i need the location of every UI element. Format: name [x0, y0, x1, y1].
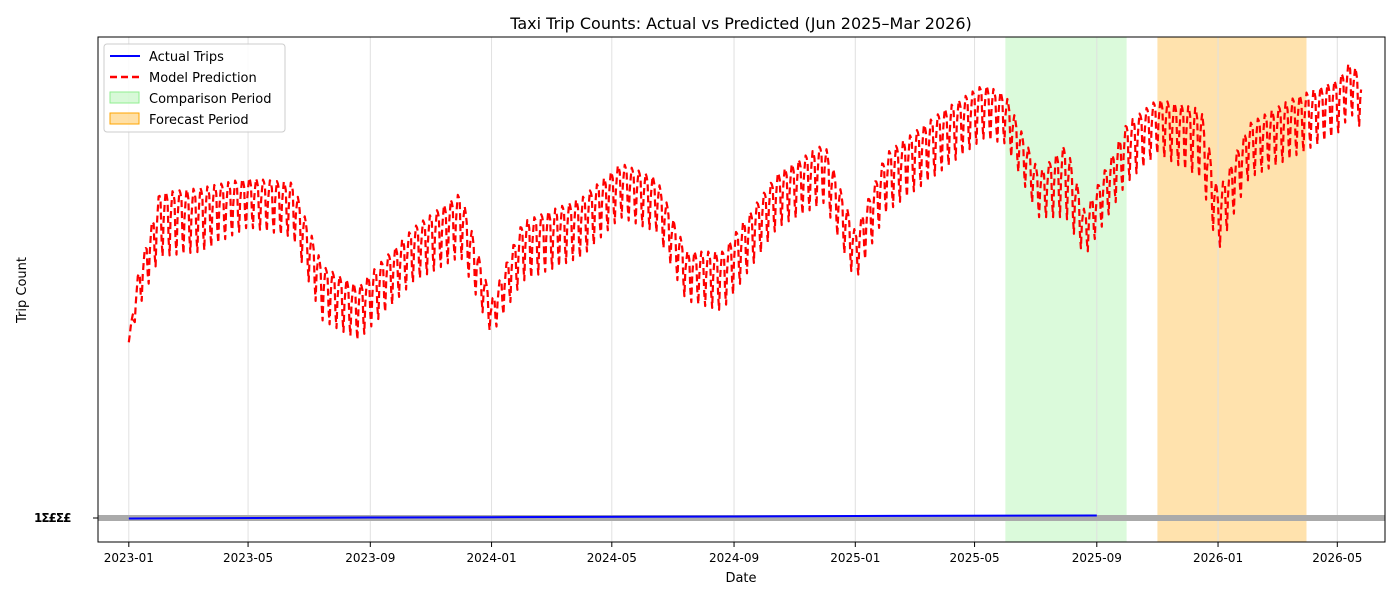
- x-tick-label-2026-05: 2026-05: [1312, 551, 1362, 565]
- plot-area: [98, 37, 1385, 542]
- x-tick-label-2025-05: 2025-05: [949, 551, 999, 565]
- y-axis-label: Trip Count: [15, 257, 30, 324]
- x-tick-label-2025-09: 2025-09: [1072, 551, 1122, 565]
- legend-actual-label: Actual Trips: [149, 50, 224, 65]
- x-tick-label-2024-01: 2024-01: [466, 551, 516, 565]
- legend-prediction-label: Model Prediction: [149, 71, 257, 86]
- chart-title: Taxi Trip Counts: Actual vs Predicted (J…: [509, 14, 972, 33]
- legend-forecast-swatch: [109, 112, 140, 125]
- x-tick-label-2023-05: 2023-05: [223, 551, 273, 565]
- x-tick-label-2024-05: 2024-05: [587, 551, 637, 565]
- x-tick-label-2023-09: 2023-09: [345, 551, 395, 565]
- x-tick-label-2026-01: 2026-01: [1193, 551, 1243, 565]
- legend-forecast-label: Forecast Period: [149, 113, 249, 128]
- legend-box: [103, 43, 286, 133]
- series-layer: [127, 63, 1363, 520]
- series-actual-trips: [128, 514, 1097, 520]
- y-tick-labels-overlap: 1Σ£Σ£: [34, 511, 71, 525]
- x-ticks: 2023-01 2023-05 2023-09 2024-01 2024-05 2024-…: [104, 542, 1362, 565]
- x-tick-label-2025-01: 2025-01: [830, 551, 880, 565]
- legend-comparison-label: Comparison Period: [149, 92, 272, 107]
- plot-frame: [97, 36, 1386, 543]
- legend: Actual Trips Model Prediction Comparison…: [103, 43, 286, 133]
- x-tick-label-2024-09: 2024-09: [709, 551, 759, 565]
- legend-comparison-swatch: [109, 91, 140, 104]
- x-axis-label: Date: [725, 571, 756, 586]
- series-model-prediction: [127, 63, 1363, 343]
- x-tick-label-2023-01: 2023-01: [104, 551, 154, 565]
- band-comparison: [1005, 37, 1127, 542]
